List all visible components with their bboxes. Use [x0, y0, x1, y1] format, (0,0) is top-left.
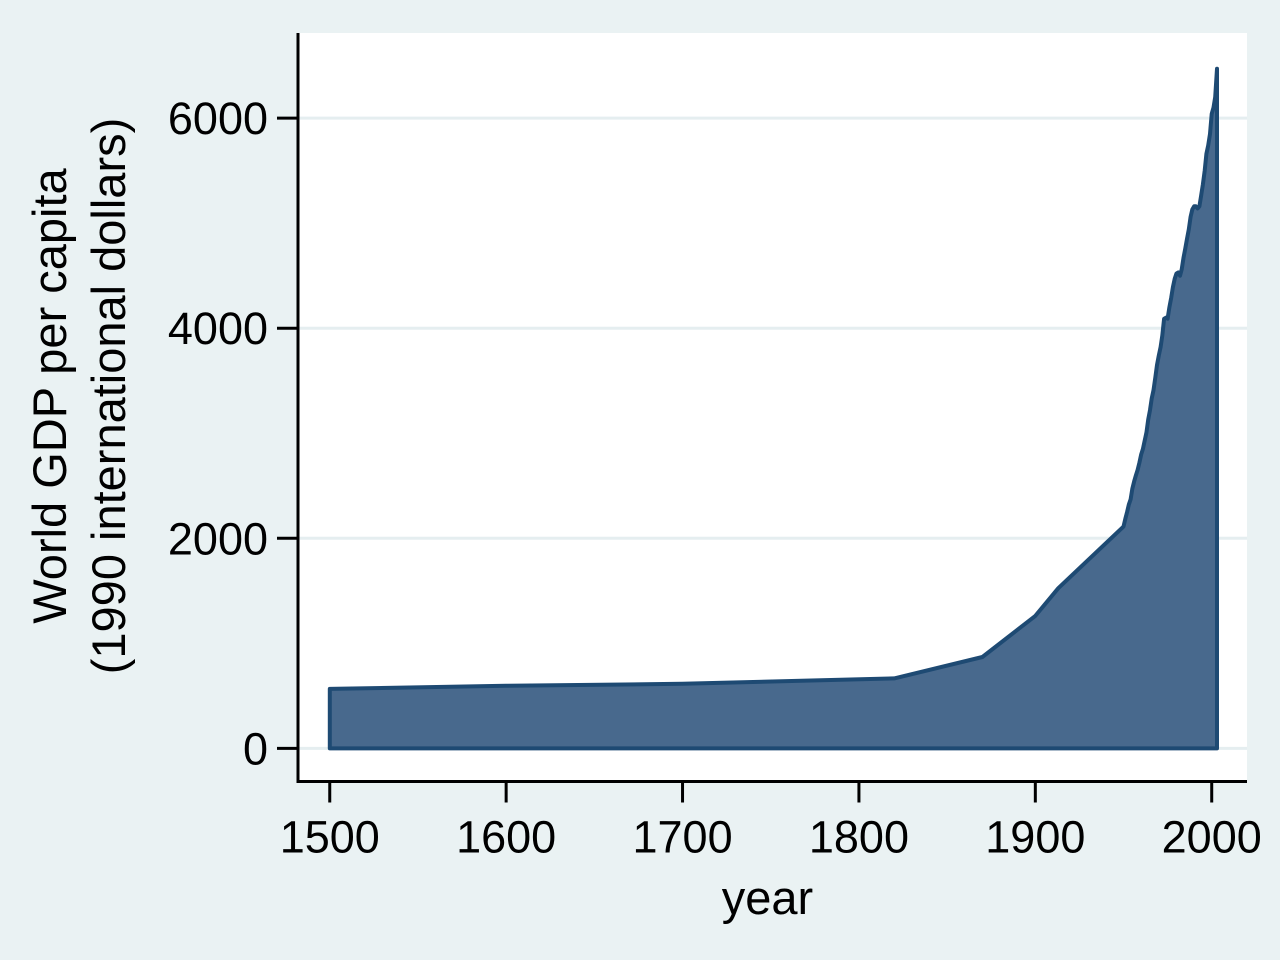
y-tick-label-6000: 6000	[168, 93, 268, 144]
x-tick-label-1900: 1900	[985, 812, 1085, 863]
y-tick-label-4000: 4000	[168, 303, 268, 354]
x-tick-label-1500: 1500	[280, 812, 380, 863]
x-tick-label-1800: 1800	[809, 812, 909, 863]
x-tick-label-2000: 2000	[1162, 812, 1262, 863]
y-tick-label-0: 0	[243, 723, 268, 774]
y-axis-title-line1: World GDP per capita	[23, 168, 76, 624]
y-tick-label-2000: 2000	[168, 513, 268, 564]
x-axis-title: year	[721, 871, 814, 924]
x-tick-label-1700: 1700	[632, 812, 732, 863]
y-axis-title: World GDP per capita (1990 international…	[20, 0, 140, 796]
gdp-area	[327, 66, 1219, 751]
x-tick-label-1600: 1600	[456, 812, 556, 863]
y-axis-title-line2: (1990 international dollars)	[82, 117, 135, 675]
